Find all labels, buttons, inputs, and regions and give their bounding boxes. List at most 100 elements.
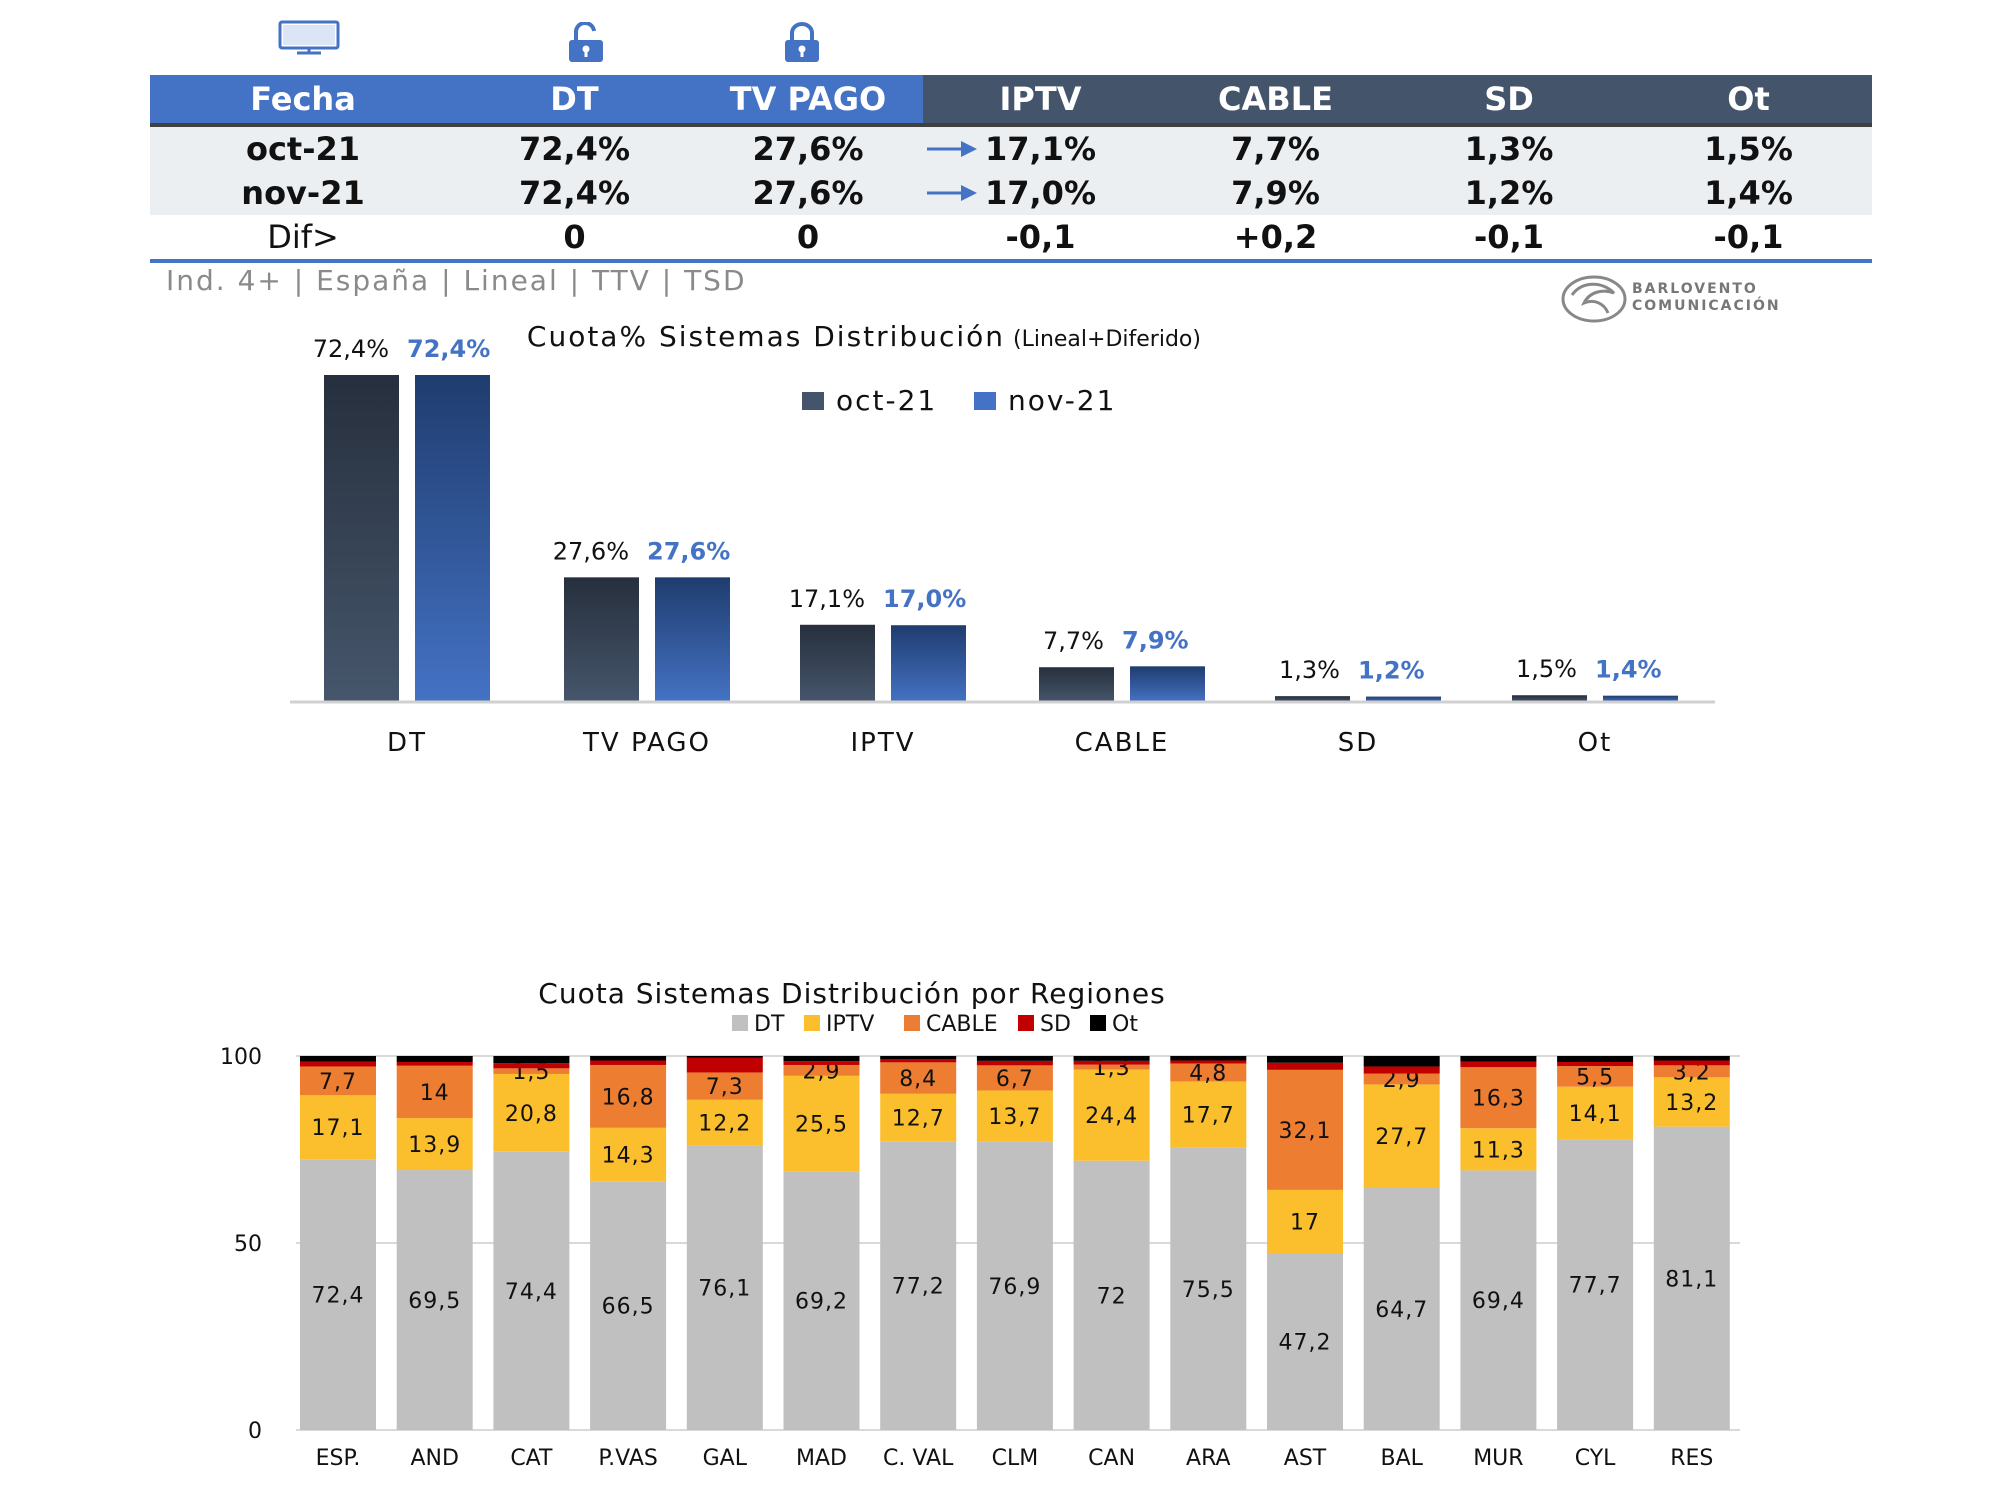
x-tick-label: P.VAS bbox=[598, 1446, 658, 1471]
bar-nov-21-SD bbox=[1366, 696, 1441, 702]
x-tick-label: GAL bbox=[703, 1446, 748, 1471]
segment-label-iptv: 12,7 bbox=[892, 1107, 945, 1132]
segment-dt-ESP. bbox=[300, 1159, 376, 1430]
bar-label-nov-21-IPTV: 17,0% bbox=[883, 585, 966, 613]
segment-label-dt: 64,7 bbox=[1375, 1298, 1428, 1323]
legend-label-cable: CABLE bbox=[926, 1012, 998, 1037]
bar-label-nov-21-SD: 1,2% bbox=[1358, 657, 1425, 685]
dif-cable: +0,2 bbox=[1158, 215, 1393, 261]
legend-swatch-sd bbox=[1018, 1015, 1034, 1031]
bar-oct-21-Ot bbox=[1512, 695, 1587, 702]
segment-dt-AND bbox=[396, 1170, 473, 1430]
legend-label-iptv: IPTV bbox=[826, 1012, 874, 1037]
segment-label-iptv: 24,4 bbox=[1085, 1104, 1138, 1129]
legend-label-dt: DT bbox=[754, 1012, 785, 1037]
segment-cable-BAL bbox=[1363, 1073, 1440, 1085]
segment-label-iptv: 17,7 bbox=[1182, 1104, 1235, 1129]
bar-label-nov-21-TV PAGO: 27,6% bbox=[647, 537, 730, 565]
bar-nov-21-TV PAGO bbox=[655, 577, 730, 702]
logo-text: BARLOVENTO COMUNICACIÓN bbox=[1632, 281, 1781, 315]
segment-cable-RES bbox=[1653, 1065, 1730, 1078]
segment-label-dt: 77,2 bbox=[892, 1275, 945, 1300]
cell-iptv: 17,1% bbox=[923, 125, 1158, 171]
x-tick-label: AND bbox=[410, 1446, 458, 1471]
segment-label-iptv: 27,7 bbox=[1375, 1125, 1428, 1150]
segment-label-iptv: 20,8 bbox=[505, 1102, 558, 1127]
segment-sd-ESP. bbox=[300, 1061, 376, 1067]
bar-oct-21-SD bbox=[1275, 696, 1350, 702]
segment-sd-GAL bbox=[686, 1057, 763, 1073]
unlocked-padlock-icon bbox=[569, 22, 603, 62]
row-date: oct-21 bbox=[150, 125, 456, 171]
segment-label-dt: 77,7 bbox=[1569, 1274, 1622, 1299]
segment-ot-CYL bbox=[1557, 1056, 1634, 1062]
x-tick-label: BAL bbox=[1380, 1446, 1423, 1471]
header-iptv: IPTV bbox=[923, 75, 1158, 125]
segment-label-iptv: 17,1 bbox=[312, 1116, 365, 1141]
cell-tv-pago: 27,6% bbox=[693, 171, 923, 215]
segment-ot-CAT bbox=[493, 1056, 570, 1064]
segment-cable-CYL bbox=[1557, 1066, 1634, 1087]
segment-ot-CAN bbox=[1073, 1056, 1150, 1061]
segment-ot-CLM bbox=[976, 1056, 1053, 1061]
x-tick-label: CABLE bbox=[1075, 728, 1170, 758]
header-ot: Ot bbox=[1625, 75, 1872, 125]
bar-label-oct-21-CABLE: 7,7% bbox=[1043, 627, 1104, 655]
segment-label-dt: 72 bbox=[1097, 1284, 1127, 1309]
x-tick-label: MAD bbox=[796, 1446, 847, 1471]
segment-cable-P.VAS bbox=[590, 1064, 667, 1128]
arrow-right-icon bbox=[927, 141, 977, 157]
barlovento-logo-icon bbox=[1561, 275, 1627, 323]
segment-label-iptv: 13,9 bbox=[408, 1133, 461, 1158]
cell-cable: 7,9% bbox=[1158, 171, 1393, 215]
dif-tv-pago: 0 bbox=[693, 215, 923, 261]
segment-label-iptv: 14,3 bbox=[602, 1144, 655, 1169]
legend-swatch-dt bbox=[732, 1015, 748, 1031]
segment-label-cable: 5,5 bbox=[1576, 1065, 1614, 1090]
chart1-title-note: (Lineal+Diferido) bbox=[1013, 327, 1201, 352]
legend-label-oct: oct-21 bbox=[836, 384, 937, 417]
segment-iptv-MAD bbox=[783, 1075, 860, 1172]
segment-iptv-CAN bbox=[1073, 1069, 1150, 1161]
header-cable: CABLE bbox=[1158, 75, 1393, 125]
stacked-bar-chart: Cuota Sistemas Distribución por Regiones… bbox=[220, 977, 1740, 1471]
bar-label-nov-21-DT: 72,4% bbox=[407, 335, 490, 363]
segment-cable-AND bbox=[396, 1065, 473, 1119]
segment-sd-ARA bbox=[1170, 1060, 1247, 1064]
chart1-title: Cuota% Sistemas Distribución bbox=[527, 320, 1005, 353]
row-date: nov-21 bbox=[150, 171, 456, 215]
segment-ot-ESP. bbox=[300, 1056, 376, 1062]
segment-iptv-MUR bbox=[1460, 1128, 1537, 1171]
segment-label-dt: 66,5 bbox=[602, 1295, 655, 1320]
legend-label-ot: Ot bbox=[1112, 1012, 1138, 1037]
segment-label-dt: 81,1 bbox=[1665, 1267, 1718, 1292]
bar-oct-21-TV PAGO bbox=[564, 577, 639, 702]
segment-iptv-RES bbox=[1653, 1077, 1730, 1127]
x-tick-label: TV PAGO bbox=[582, 728, 711, 758]
segment-dt-CYL bbox=[1557, 1139, 1634, 1430]
header-fecha: Fecha bbox=[150, 75, 456, 125]
y-tick-label: 0 bbox=[248, 1419, 262, 1444]
segment-ot-P.VAS bbox=[590, 1056, 667, 1061]
segment-ot-MAD bbox=[783, 1056, 860, 1062]
dif-iptv: -0,1 bbox=[923, 215, 1158, 261]
segment-dt-BAL bbox=[1363, 1188, 1440, 1430]
dif-sd: -0,1 bbox=[1393, 215, 1625, 261]
segment-label-dt: 74,4 bbox=[505, 1280, 558, 1305]
x-tick-label: CLM bbox=[992, 1446, 1039, 1471]
y-tick-label: 100 bbox=[220, 1045, 262, 1070]
cell-sd: 1,3% bbox=[1393, 125, 1625, 171]
cell-iptv-value: 17,0% bbox=[984, 174, 1096, 212]
x-tick-label: MUR bbox=[1473, 1446, 1523, 1471]
cell-tv-pago: 27,6% bbox=[693, 125, 923, 171]
segment-cable-CAT bbox=[493, 1068, 570, 1074]
x-tick-label: CAT bbox=[510, 1446, 553, 1471]
dif-dt: 0 bbox=[456, 215, 693, 261]
tv-icon bbox=[278, 20, 340, 55]
summary-table: Fecha DT TV PAGO IPTV CABLE SD Ot oct-21… bbox=[150, 75, 1872, 263]
subtitle: Ind. 4+ | España | Lineal | TTV | TSD bbox=[166, 264, 747, 297]
segment-sd-C. VAL bbox=[880, 1059, 957, 1063]
x-tick-label: CAN bbox=[1088, 1446, 1135, 1471]
segment-label-dt: 69,2 bbox=[795, 1290, 848, 1315]
segment-label-dt: 76,9 bbox=[988, 1275, 1041, 1300]
